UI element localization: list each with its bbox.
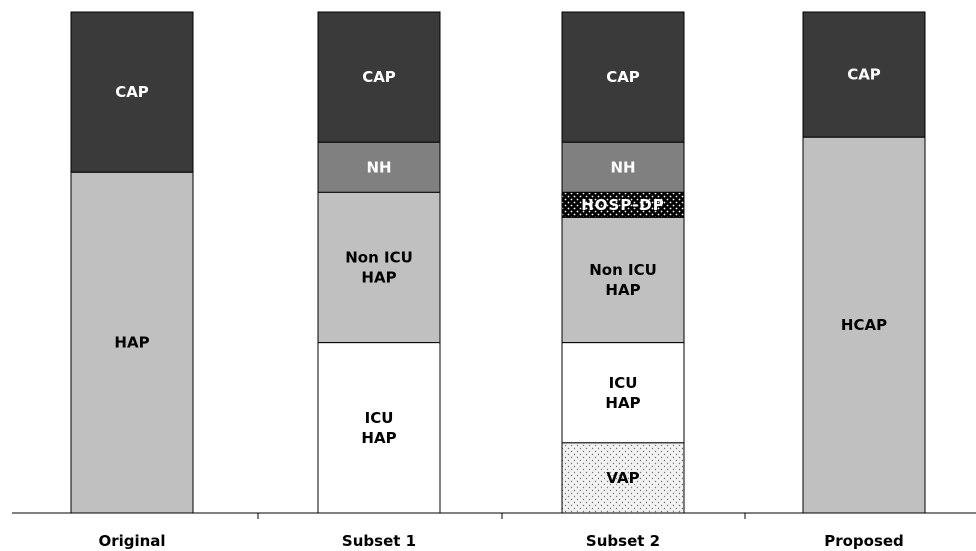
segment-label-proposed-hcap: HCAP: [841, 316, 887, 334]
segment-label-subset-1-cap: CAP: [362, 68, 396, 86]
category-labels: Original Subset 1 Subset 2 Proposed: [98, 532, 903, 550]
segment-subset-1-nh: [317, 141, 441, 193]
segment-label-proposed-cap: CAP: [847, 66, 881, 84]
segment-label-subset-2-nh: NH: [610, 158, 635, 176]
bars-group: CAP HAP CAP NH Non ICU HAP ICU HAP CAP NH HOSP-DP N…: [70, 11, 926, 514]
category-label-proposed: Proposed: [824, 532, 904, 550]
segment-subset-1-cap: [317, 11, 441, 143]
segment-label-subset-1-nh: NH: [366, 158, 391, 176]
segment-label-subset-1-icu-hap: ICU HAP: [361, 409, 396, 447]
segment-label-subset-2-cap: CAP: [606, 68, 640, 86]
segment-subset-2-icu-hap: [561, 342, 685, 444]
x-axis-ticks: [257, 513, 746, 519]
segment-label-subset-2-icu-hap: ICU HAP: [605, 374, 640, 412]
segment-label-original-hap: HAP: [114, 334, 149, 352]
segment-subset-2-non-icu-hap: [561, 216, 685, 344]
category-label-subset-1: Subset 1: [342, 532, 416, 550]
segment-subset-2-hosp-dp: [561, 191, 685, 218]
segment-original-cap: [70, 11, 194, 173]
segment-label-subset-2-vap: VAP: [606, 469, 639, 487]
segment-label-subset-2-hosp-dp: HOSP-DP: [581, 196, 665, 214]
segment-proposed-cap: [802, 11, 926, 138]
category-label-subset-2: Subset 2: [586, 532, 660, 550]
segment-proposed-hcap: [802, 136, 926, 514]
segment-subset-2-vap: [561, 442, 685, 514]
segment-subset-1-non-icu-hap: [317, 191, 441, 344]
segment-label-subset-2-non-icu-hap: Non ICU HAP: [589, 261, 657, 299]
segment-label-subset-1-non-icu-hap: Non ICU HAP: [345, 249, 413, 287]
segment-original-hap: [70, 171, 194, 514]
segment-subset-2-nh: [561, 141, 685, 193]
segment-label-original-cap: CAP: [115, 83, 149, 101]
segment-subset-1-icu-hap: [317, 342, 441, 514]
category-label-original: Original: [98, 532, 165, 550]
segment-subset-2-cap: [561, 11, 685, 143]
